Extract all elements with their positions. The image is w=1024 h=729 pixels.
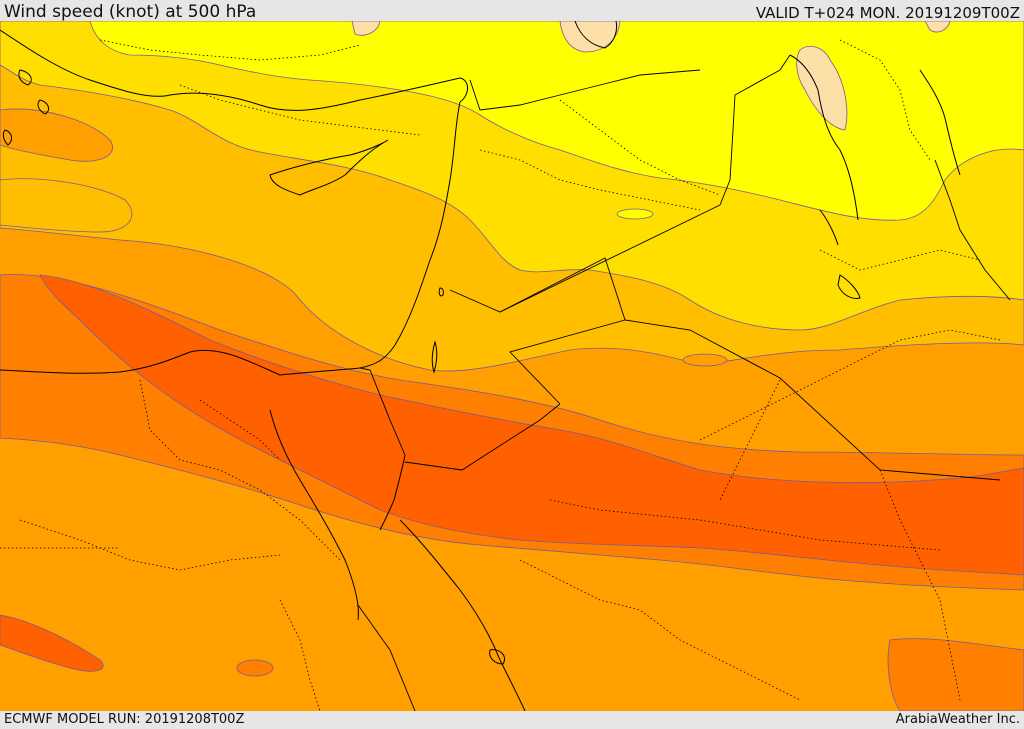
map-footer: ECMWF MODEL RUN: 20191208T00Z ArabiaWeat… — [0, 711, 1024, 729]
band-yellow — [89, 21, 1024, 221]
band-darker-west-2 — [0, 178, 133, 233]
contour-island-egypt — [236, 659, 274, 677]
contour-island-saudi — [682, 353, 728, 367]
borders — [357, 54, 1011, 711]
map-header: Wind speed (knot) at 500 hPa VALID T+024… — [0, 0, 1024, 22]
contour-island-iraq — [616, 208, 654, 220]
map-title: Wind speed (knot) at 500 hPa — [4, 2, 257, 22]
land-patch-gulf — [796, 46, 848, 131]
band-darkest-sw — [0, 614, 104, 672]
credit-label: ArabiaWeather Inc. — [895, 712, 1020, 727]
land-patch-north — [351, 21, 381, 36]
model-run-label: ECMWF MODEL RUN: 20191208T00Z — [4, 712, 245, 727]
band-orange-se — [887, 638, 1024, 711]
coastlines — [0, 21, 961, 711]
wind-speed-map — [0, 21, 1024, 711]
band-darker-west — [0, 108, 113, 162]
land-patch-ne — [924, 21, 951, 33]
province-boundaries — [0, 39, 1001, 711]
valid-time: VALID T+024 MON. 20191209T00Z — [755, 4, 1020, 22]
land-patch-caspian — [559, 21, 621, 53]
